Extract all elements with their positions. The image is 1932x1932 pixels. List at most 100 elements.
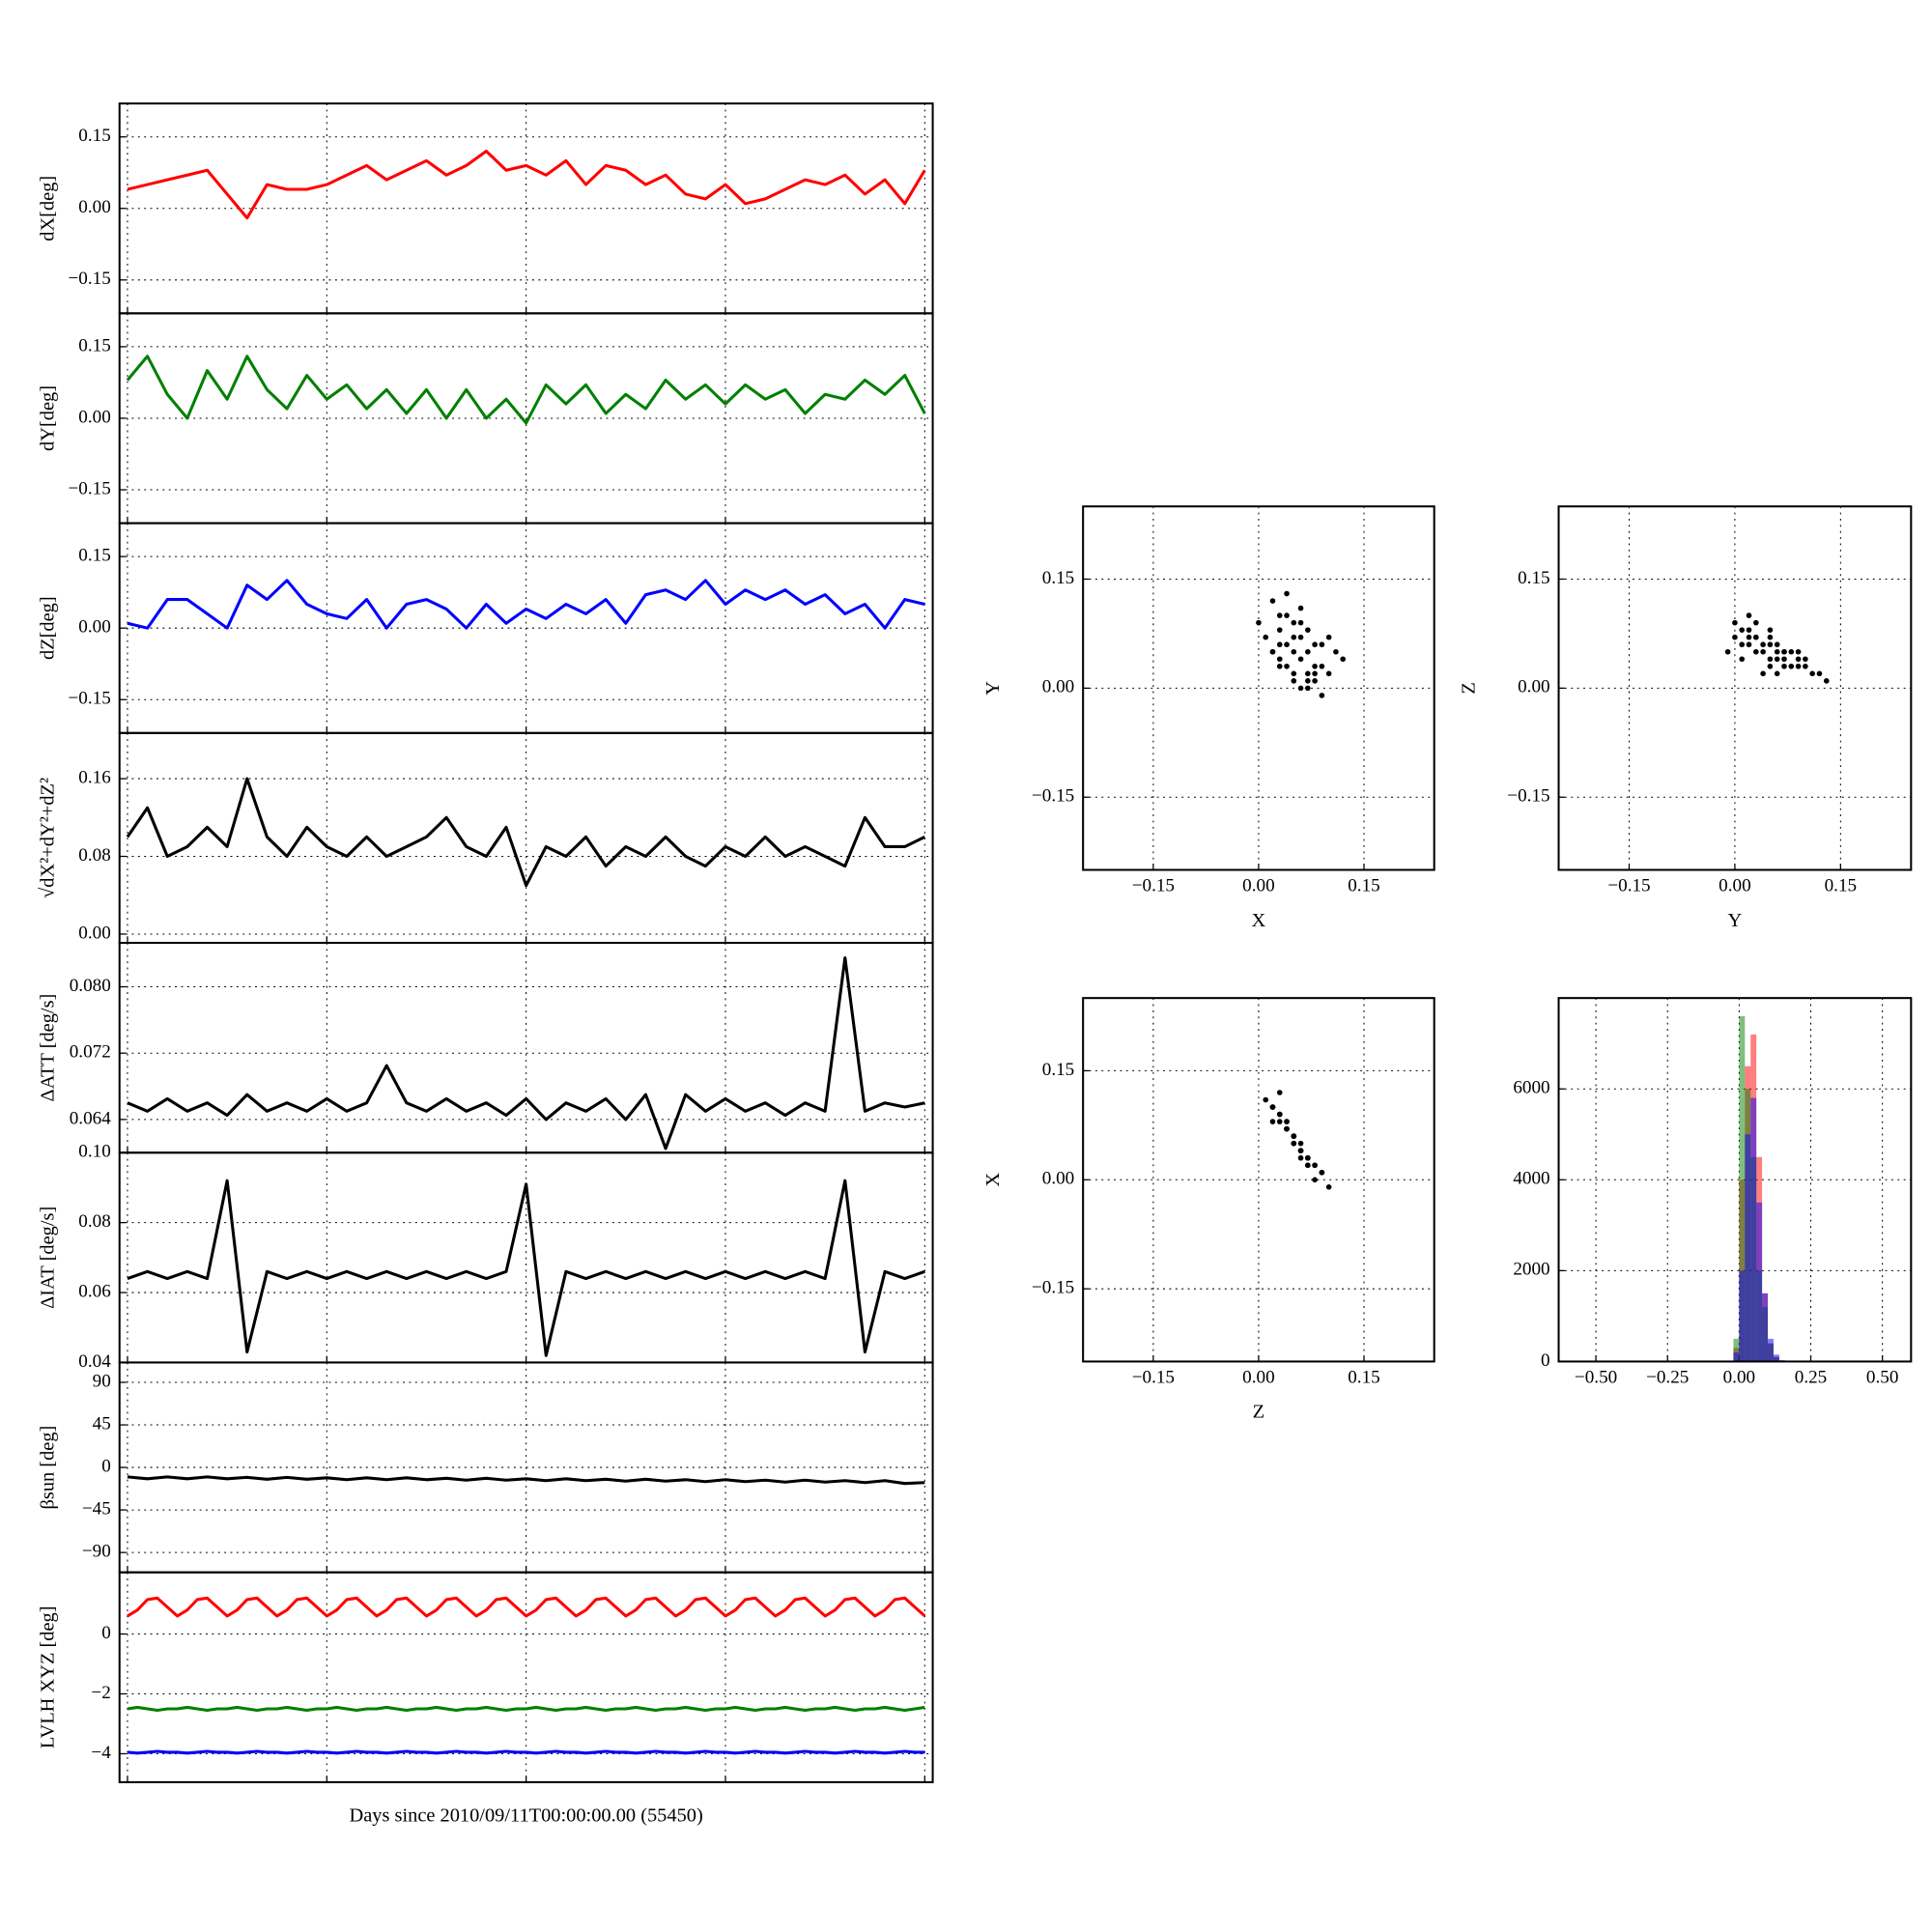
scatter-point	[1760, 648, 1766, 655]
y-tick-label: 0.072	[70, 1042, 111, 1063]
scatter-point	[1305, 1162, 1311, 1169]
y-tick-label: 0	[1541, 1350, 1550, 1371]
y-tick-label: 0.10	[78, 1142, 110, 1162]
scatter-point	[1305, 670, 1311, 677]
y-tick-label: 0.00	[78, 923, 110, 943]
scatter-point	[1803, 663, 1808, 669]
scatter-point	[1291, 678, 1297, 684]
series-line	[127, 579, 925, 630]
histogram-bar	[1756, 1202, 1763, 1362]
y-tick-label: 0.15	[78, 546, 110, 566]
axes-frame	[1557, 505, 1913, 871]
scatter-point	[1276, 612, 1283, 618]
scatter-point	[1312, 1162, 1318, 1169]
scatter-point	[1291, 634, 1297, 640]
scatter-point	[1325, 1184, 1332, 1190]
x-tick-label: −0.25	[1646, 1368, 1689, 1388]
y-tick-label: 0.06	[78, 1281, 110, 1301]
y-tick-label: −45	[82, 1498, 111, 1519]
series-line	[127, 1179, 925, 1357]
scatter-point	[1823, 678, 1830, 684]
series-line	[126, 777, 925, 888]
x-axis-label: Days since 2010/09/11T00:00:00.00 (55450…	[350, 1804, 703, 1826]
axes-frame	[1082, 997, 1435, 1363]
scatter-point	[1739, 656, 1746, 663]
y-tick-label: −90	[82, 1542, 111, 1562]
scatter-point	[1767, 627, 1774, 633]
histogram-bar	[1773, 1354, 1779, 1362]
scatter-point	[1753, 619, 1759, 626]
y-tick-label: 45	[93, 1413, 111, 1434]
scatter-point	[1753, 634, 1759, 640]
histogram-bar	[1745, 1134, 1751, 1362]
scatter-point	[1781, 656, 1787, 663]
scatter-point	[1297, 605, 1304, 611]
y-tick-label: −0.15	[69, 689, 111, 709]
y-tick-label: 0.00	[1042, 677, 1074, 697]
scatter-point	[1276, 1090, 1283, 1095]
scatter-point	[1284, 663, 1290, 669]
scatter-point	[1263, 634, 1269, 640]
scatter-point	[1269, 1119, 1276, 1124]
scatter-point	[1297, 685, 1304, 692]
scatter-point	[1319, 663, 1325, 669]
y-axis-label: √dX²+dY²+dZ²	[38, 778, 59, 898]
series-line	[127, 1749, 925, 1755]
scatter-point	[1305, 678, 1311, 684]
scatter-point	[1746, 627, 1752, 633]
y-tick-label: −0.15	[1032, 786, 1074, 807]
y-tick-label: 0.00	[1518, 677, 1549, 697]
y-tick-label: 0.15	[78, 126, 110, 146]
y-tick-label: 0.08	[78, 1211, 110, 1232]
scatter-point	[1732, 619, 1738, 626]
x-axis-label: Z	[1253, 1402, 1264, 1423]
scatter-point	[1767, 656, 1774, 663]
scatter-point	[1305, 1154, 1311, 1161]
scatter-point	[1291, 1140, 1297, 1147]
y-tick-label: −4	[91, 1743, 111, 1763]
y-axis-label: Y	[982, 681, 1004, 696]
scatter-point	[1276, 627, 1283, 633]
x-tick-label: −0.15	[1132, 876, 1175, 896]
scatter-point	[1297, 656, 1304, 663]
scatter-point	[1291, 619, 1297, 626]
x-tick-label: −0.15	[1132, 1368, 1175, 1388]
scatter-point	[1312, 678, 1318, 684]
y-tick-label: 4000	[1513, 1169, 1549, 1189]
scatter-point	[1284, 1125, 1290, 1132]
y-tick-label: 0.064	[70, 1108, 111, 1128]
histogram-bar	[1762, 1293, 1769, 1362]
y-tick-label: 0.00	[78, 617, 110, 638]
y-tick-label: −2	[91, 1683, 110, 1703]
x-tick-label: 0.00	[1719, 876, 1750, 896]
scatter-point	[1297, 1140, 1304, 1147]
scatter-point	[1305, 648, 1311, 655]
y-tick-label: 0.16	[78, 767, 110, 787]
y-axis-label: ΔIAT [deg/s]	[38, 1207, 59, 1309]
scatter-point	[1263, 1096, 1269, 1103]
scatter-point	[1816, 670, 1823, 677]
y-axis-label: LVLH XYZ [deg]	[38, 1605, 59, 1748]
scatter-point	[1732, 634, 1738, 640]
scatter-point	[1284, 590, 1290, 597]
x-tick-label: −0.50	[1575, 1368, 1617, 1388]
y-tick-label: 0	[101, 1623, 111, 1643]
scatter-point	[1340, 656, 1346, 663]
scatter-point	[1767, 641, 1774, 648]
scatter-point	[1739, 627, 1746, 633]
x-axis-label: Y	[1728, 910, 1743, 931]
scatter-point	[1795, 663, 1802, 669]
scatter-point	[1284, 612, 1290, 618]
scatter-point	[1724, 648, 1731, 655]
scatter-point	[1297, 1154, 1304, 1161]
y-tick-label: −0.15	[69, 269, 111, 289]
scatter-point	[1312, 1177, 1318, 1183]
scatter-point	[1297, 1148, 1304, 1154]
scatter-point	[1803, 656, 1808, 663]
scatter-point	[1319, 641, 1325, 648]
scatter-point	[1276, 1119, 1283, 1124]
y-tick-label: 0.04	[78, 1351, 111, 1372]
scatter-point	[1269, 598, 1276, 604]
x-tick-label: 0.15	[1348, 876, 1379, 896]
